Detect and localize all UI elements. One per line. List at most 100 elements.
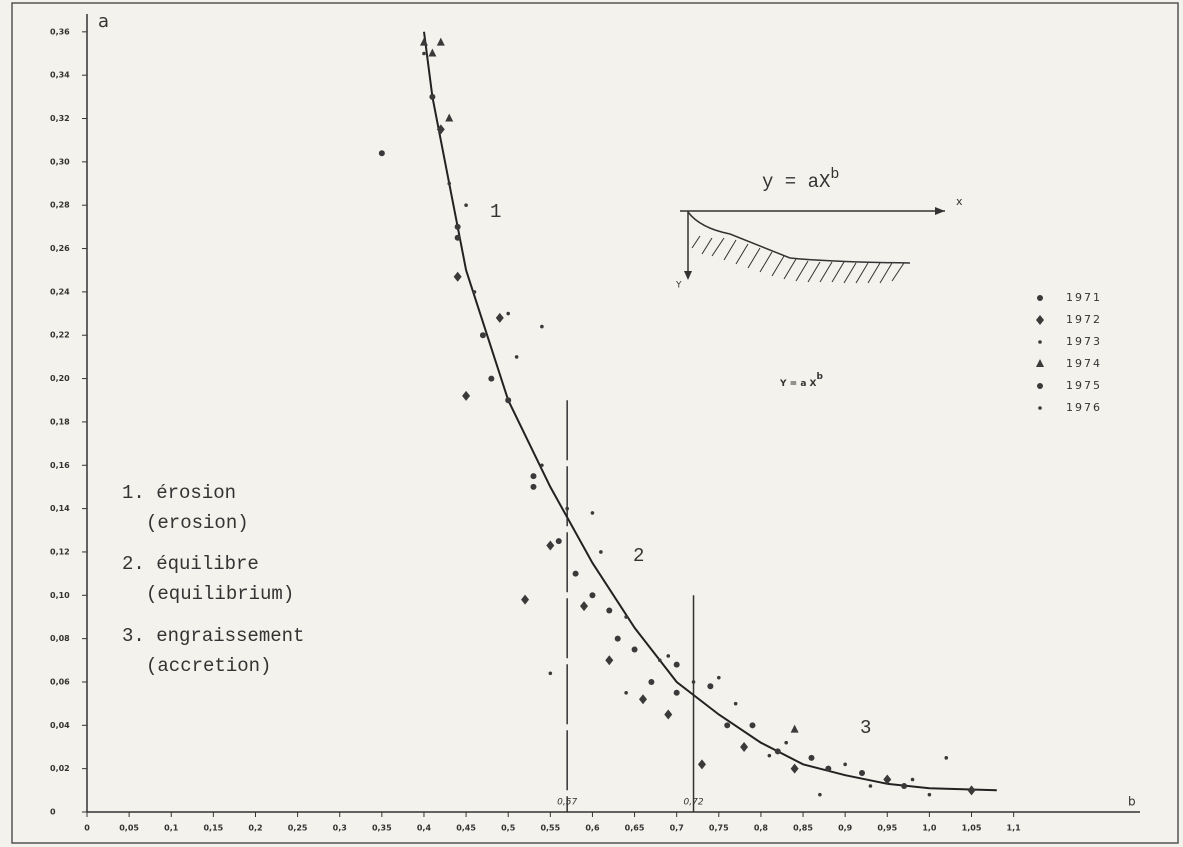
y-tick-label: 0,10 [50,591,70,600]
point [479,332,486,339]
y-tick-label: 0,04 [50,721,70,730]
x-tick-label: 0,95 [877,824,897,833]
point [691,680,696,684]
x-axis-label: b [1128,795,1136,809]
point [868,784,873,788]
x-tick-label: 0 [84,824,90,833]
point [717,675,721,680]
y-tick-label: 0,08 [50,634,70,643]
x-tick-label: 0,5 [501,824,516,833]
point [818,792,822,797]
fit-curve [423,31,997,792]
point [605,655,614,666]
point [774,748,781,755]
hatching [691,235,905,284]
point [790,763,799,774]
x-tick-label: 0,1 [164,824,179,833]
y-tick-label: 0,34 [50,71,70,80]
point [530,483,537,490]
point [666,654,671,658]
y-tick-label: 0,12 [50,547,70,556]
point [740,741,749,752]
point [472,290,477,294]
point [707,683,714,690]
legend-label: 1973 [1066,335,1102,348]
point [572,570,579,577]
formula-small-exp: b [816,372,823,382]
point [378,150,385,157]
point [428,48,437,57]
point [624,615,628,619]
legend-marker [1036,315,1044,325]
y-tick-label: 0 [50,808,56,817]
point [447,181,452,186]
formula: y = aXb [762,166,839,193]
profile [687,211,911,264]
y-tick-label: 0,22 [50,331,70,340]
region-label: 3 [860,717,871,739]
point [599,550,603,554]
x-tick-label: 1,05 [962,824,982,833]
x-tick-label: 0,25 [288,824,308,833]
y-tick-label: 0,36 [50,27,70,36]
boundary-label: 0,57 [557,798,577,808]
x-tick-label: 0,65 [625,824,645,833]
x-tick-label: 0,75 [709,824,729,833]
point [580,601,589,612]
point [624,691,628,695]
point [429,93,436,100]
point [808,754,815,761]
point [555,538,562,545]
note: (erosion) [146,512,249,534]
point [944,756,949,760]
point [843,762,847,767]
x-tick-label: 0,3 [333,824,347,833]
x-tick-label: 0,7 [670,824,684,833]
point [506,311,511,316]
point [606,607,613,614]
point [901,782,908,789]
frame [11,2,1179,844]
formula-small-text: Y = a X [779,379,817,389]
y-axis-label: a [98,11,109,32]
point [589,592,596,599]
note: (equilibrium) [146,583,294,605]
legend-marker [1038,406,1042,410]
y-tick-label: 0,02 [50,764,70,773]
point [514,355,519,359]
x-tick-label: 0,55 [540,824,560,833]
point [546,540,555,551]
y-tick-label: 0,28 [50,201,70,210]
point [419,37,428,46]
legend-label: 1971 [1066,291,1102,304]
region-label: 2 [633,545,644,567]
point [631,646,638,653]
formula-small: Y = a Xb [779,372,823,389]
x-tick-label: 0,15 [203,824,223,833]
point [967,785,976,796]
y-tick-label: 0,30 [50,157,70,166]
x-tick-label: 0,05 [119,824,139,833]
point [749,722,756,729]
x-tick-label: 0,4 [417,824,432,833]
legend-label: 1975 [1066,379,1102,392]
point [859,769,866,776]
point [436,124,445,135]
note: 3. engraissement [122,625,304,647]
point [673,661,680,668]
inset-y-label: Y [675,281,682,291]
point [464,203,468,208]
point [825,765,832,772]
inset-x-label: x [956,195,963,208]
point [784,740,788,745]
point [454,234,461,241]
point [521,594,530,605]
legend-marker [1038,340,1042,344]
note: (accretion) [146,655,271,677]
point [790,724,799,733]
x-tick-label: 1,1 [1007,824,1022,833]
y-tick-label: 0,20 [50,374,70,383]
point [697,759,706,770]
point [733,701,738,706]
point [540,324,544,329]
